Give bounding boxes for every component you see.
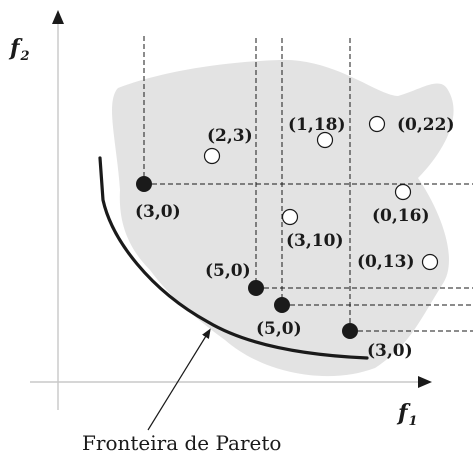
x-axis-arrowhead [418, 376, 432, 388]
dominated-point [281, 208, 299, 226]
point-label: (2,3) [207, 126, 253, 146]
dominated-point [316, 131, 334, 149]
points-layer [136, 115, 439, 339]
pareto-point [274, 297, 290, 313]
pareto-point [248, 280, 264, 296]
pareto-point [136, 176, 152, 192]
guide-lines [143, 36, 473, 332]
point-label: (3,10) [286, 231, 344, 251]
point-label: (5,0) [205, 261, 251, 281]
point-labels: (3,0) (5,0) (5,0) (3,0) (2,3) (1,18) (0,… [135, 115, 455, 361]
caption-pointer-arrow [147, 328, 211, 431]
dominated-point [421, 253, 439, 271]
pareto-front-curve [98, 156, 369, 360]
dominated-point [368, 115, 386, 133]
point-label: (0,13) [357, 252, 415, 272]
pareto-point [342, 323, 358, 339]
point-label: (1,18) [288, 115, 346, 135]
point-label: (3,0) [367, 341, 413, 361]
point-label: (3,0) [135, 202, 181, 222]
dominated-point [203, 147, 221, 165]
point-label: (5,0) [256, 319, 302, 339]
pareto-front-caption: Fronteira de Pareto [82, 431, 281, 455]
dominated-point [394, 183, 412, 201]
x-axis-label: f1 [396, 400, 418, 429]
y-axis-arrowhead [52, 10, 64, 24]
y-axis-label: f2 [8, 35, 30, 64]
point-label: (0,22) [397, 115, 455, 135]
point-label: (0,16) [372, 206, 430, 226]
